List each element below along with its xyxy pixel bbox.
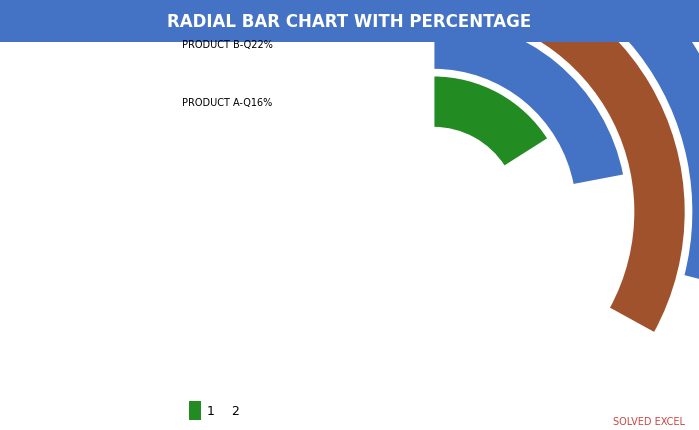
Wedge shape xyxy=(433,0,686,334)
Text: 1: 1 xyxy=(206,404,214,417)
Text: RADIAL BAR CHART WITH PERCENTAGE: RADIAL BAR CHART WITH PERCENTAGE xyxy=(167,12,532,31)
Wedge shape xyxy=(433,0,699,289)
Text: SOLVED EXCEL: SOLVED EXCEL xyxy=(613,416,685,426)
Wedge shape xyxy=(433,18,624,186)
Text: 2: 2 xyxy=(231,404,238,417)
Bar xyxy=(189,401,201,421)
Text: PRODUCT B-Q22%: PRODUCT B-Q22% xyxy=(182,40,273,49)
Text: PRODUCT A-Q16%: PRODUCT A-Q16% xyxy=(182,98,273,108)
Wedge shape xyxy=(433,76,549,167)
Wedge shape xyxy=(433,0,699,134)
